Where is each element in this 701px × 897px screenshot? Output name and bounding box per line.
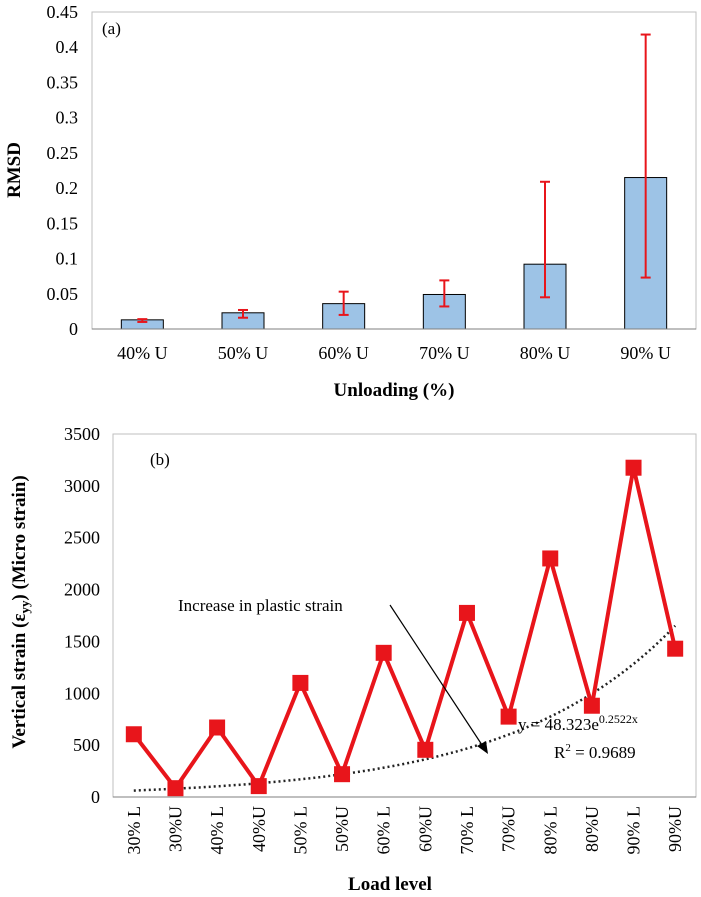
y-tick-labels-a: 0 0.05 0.1 0.15 0.2 0.25 0.3 0.35 0.4 0.45 bbox=[47, 2, 79, 339]
y-tick-label: 0 bbox=[91, 787, 100, 807]
x-tick-label: 80% L bbox=[540, 806, 560, 855]
y-tick-label: 0 bbox=[69, 319, 78, 339]
y-tick-label: 500 bbox=[73, 735, 100, 755]
y-tick-label: 0.05 bbox=[47, 284, 79, 304]
x-tick-label: 40% U bbox=[117, 343, 168, 363]
trend-equation: y = 48.323e0.2522x bbox=[518, 712, 638, 734]
data-point-marker bbox=[458, 604, 475, 621]
y-tick-label: 0.45 bbox=[47, 2, 79, 22]
data-point-marker bbox=[375, 644, 392, 661]
x-tick-label: 50%U bbox=[332, 806, 352, 852]
series-markers bbox=[125, 459, 684, 797]
error-bars-a bbox=[137, 33, 651, 323]
x-tick-labels-b: 30% L 30%U 40% L 40%U 50% L 50%U 60% L 60%U 70% … bbox=[124, 806, 685, 855]
data-point-marker bbox=[625, 459, 642, 476]
data-point-marker bbox=[292, 674, 309, 691]
y-tick-label: 1000 bbox=[64, 683, 100, 703]
data-point-marker bbox=[667, 640, 684, 657]
data-point-marker bbox=[583, 697, 600, 714]
x-tick-label: 30% L bbox=[124, 806, 144, 855]
data-point-marker bbox=[542, 550, 559, 567]
x-tick-labels-a: 40% U 50% U 60% U 70% U 80% U 90% U bbox=[117, 343, 671, 363]
data-point-marker bbox=[125, 726, 142, 743]
series-line bbox=[132, 467, 678, 792]
annotation-arrow-line bbox=[389, 604, 485, 749]
data-point-marker bbox=[417, 741, 434, 758]
x-tick-label: 70%U bbox=[499, 806, 519, 852]
x-axis-title-a: Unloading (%) bbox=[334, 380, 455, 401]
data-point-marker bbox=[250, 778, 267, 795]
data-point-marker bbox=[334, 766, 351, 783]
x-tick-label: 90%U bbox=[665, 806, 685, 852]
y-tick-label: 0.2 bbox=[56, 178, 79, 198]
x-tick-label: 70% U bbox=[419, 343, 470, 363]
y-tick-labels-b: 0 500 1000 1500 2000 2500 3000 3500 bbox=[64, 424, 100, 807]
y-tick-label: 0.4 bbox=[56, 37, 79, 57]
y-tick-label: 1500 bbox=[64, 631, 100, 651]
annotation-text: Increase in plastic strain bbox=[178, 596, 343, 615]
x-tick-label: 50% U bbox=[218, 343, 269, 363]
data-point-marker bbox=[209, 719, 226, 736]
x-tick-label: 40% L bbox=[207, 806, 227, 855]
y-tick-label: 0.1 bbox=[56, 249, 79, 269]
x-tick-label: 60% L bbox=[374, 806, 394, 855]
data-point-marker bbox=[500, 708, 517, 725]
y-tick-label: 0.35 bbox=[47, 72, 79, 92]
y-tick-label: 0.3 bbox=[56, 108, 79, 128]
x-tick-label: 30%U bbox=[165, 806, 185, 852]
panel-label-b: (b) bbox=[150, 450, 170, 469]
x-tick-label: 40%U bbox=[249, 806, 269, 852]
annotation-arrowhead bbox=[477, 741, 488, 754]
y-tick-label: 3500 bbox=[64, 424, 100, 444]
x-tick-label: 90% L bbox=[624, 806, 644, 855]
data-point-marker bbox=[167, 780, 184, 797]
trend-r2: R2 = 0.9689 bbox=[554, 742, 636, 762]
y-tick-label: 2000 bbox=[64, 580, 100, 600]
y-tick-label: 0.15 bbox=[47, 213, 79, 233]
y-tick-label: 3000 bbox=[64, 476, 100, 496]
x-tick-label: 70% L bbox=[457, 806, 477, 855]
y-axis-title-a: RMSD bbox=[4, 142, 25, 198]
x-tick-label: 60%U bbox=[415, 806, 435, 852]
x-tick-label: 50% L bbox=[290, 806, 310, 855]
x-tick-label: 80%U bbox=[582, 806, 602, 852]
y-tick-label: 0.25 bbox=[47, 143, 79, 163]
panel-label-a: (a) bbox=[102, 19, 121, 38]
bars-a bbox=[120, 177, 668, 330]
chart-a: (a) 0 0.05 0.1 0.15 0.2 0.25 0.3 0.35 0.4 0.45 40… bbox=[4, 2, 697, 401]
x-tick-label: 60% U bbox=[318, 343, 369, 363]
y-tick-label: 2500 bbox=[64, 528, 100, 548]
x-axis-title-b: Load level bbox=[348, 874, 432, 895]
x-tick-label: 90% U bbox=[620, 343, 671, 363]
y-axis-title-b: Vertical strain (εyy) (Micro strain) bbox=[9, 475, 32, 748]
x-tick-label: 80% U bbox=[520, 343, 571, 363]
plot-area-a bbox=[91, 11, 697, 330]
